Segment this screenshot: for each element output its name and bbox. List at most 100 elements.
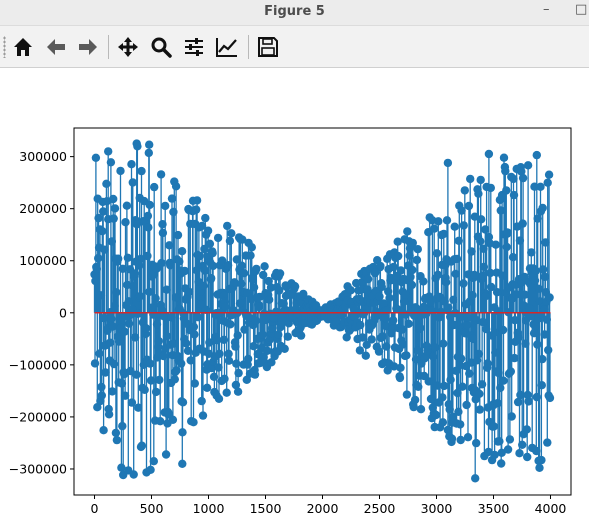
stem-marker — [477, 215, 486, 224]
stem-marker — [501, 166, 510, 176]
stem-marker — [132, 220, 142, 229]
stem-marker — [430, 224, 439, 233]
stem-marker — [478, 271, 487, 280]
stem-marker — [107, 314, 116, 324]
stem-marker — [223, 221, 232, 231]
stem-marker — [477, 380, 487, 389]
figure-canvas[interactable]: 0 500 1000 1500 2000 2500 3000 3500 4000 −300000… — [0, 68, 589, 529]
home-button[interactable] — [10, 34, 36, 60]
stem-marker — [145, 287, 154, 297]
zoom-button[interactable] — [148, 34, 174, 60]
stem-marker — [141, 324, 151, 333]
stem-marker — [91, 276, 100, 286]
stem-marker — [120, 327, 129, 336]
x-tick-label: 1000 — [193, 501, 225, 516]
edit-axis-button[interactable] — [214, 34, 240, 60]
stem-marker — [464, 201, 474, 211]
stem-marker — [266, 283, 276, 292]
stem-marker — [271, 307, 281, 316]
stem-marker — [275, 286, 284, 295]
stem-marker — [123, 253, 132, 262]
stem-marker — [523, 390, 532, 400]
stem-marker — [529, 329, 539, 338]
stem-marker — [132, 370, 141, 379]
stem-marker — [362, 340, 371, 349]
stem-marker — [117, 379, 127, 388]
stem-marker — [544, 345, 553, 355]
stem-marker — [472, 316, 481, 325]
toolbar-grip — [3, 36, 6, 58]
stem-marker — [398, 325, 407, 334]
stem-marker — [493, 399, 502, 408]
stem-marker — [402, 351, 411, 360]
stem-marker — [376, 261, 385, 271]
stem-marker — [192, 205, 201, 214]
stem-marker — [208, 261, 218, 271]
configure-subplots-button[interactable] — [181, 34, 207, 60]
stem-marker — [451, 269, 460, 279]
stem-marker — [497, 459, 506, 468]
x-tick-label: 4000 — [535, 501, 567, 516]
stem-marker — [443, 425, 453, 435]
stem-marker — [99, 207, 108, 216]
stem-marker — [107, 237, 117, 246]
stem-marker — [448, 412, 458, 422]
forward-button[interactable] — [75, 34, 101, 60]
stem-marker — [503, 445, 513, 454]
stem-marker — [426, 394, 436, 404]
stem-marker — [438, 393, 447, 402]
stem-marker — [207, 363, 216, 373]
stem-marker — [496, 206, 505, 215]
stem-marker — [433, 381, 442, 390]
stem-marker — [510, 353, 519, 363]
stem-marker — [438, 418, 448, 427]
stem-marker — [483, 359, 492, 368]
stem-marker — [275, 269, 285, 278]
minimize-button[interactable]: – — [543, 2, 550, 17]
stem-marker — [249, 342, 258, 351]
stem-marker — [425, 292, 434, 301]
stem-marker — [408, 265, 417, 275]
stem-marker — [495, 437, 504, 446]
stem-marker — [111, 428, 121, 438]
stem-marker — [389, 262, 398, 272]
stem-marker — [100, 245, 109, 254]
stem-marker — [182, 319, 192, 328]
stem-marker — [413, 346, 422, 355]
stem-marker — [377, 282, 386, 292]
stem-marker — [410, 395, 420, 405]
stem-marker — [541, 238, 550, 247]
stem-marker — [185, 287, 194, 297]
stem-marker — [151, 387, 161, 397]
stem-marker — [463, 433, 473, 442]
navigation-toolbar — [0, 26, 589, 68]
stem-marker — [167, 313, 176, 322]
stem-marker — [503, 228, 512, 237]
stem-marker — [167, 194, 177, 203]
pan-icon — [118, 37, 138, 57]
stem-marker — [532, 150, 541, 160]
stem-marker — [454, 236, 463, 245]
stem-marker — [520, 290, 530, 299]
stem-marker — [396, 363, 405, 372]
stem-marker — [246, 251, 255, 260]
maximize-button[interactable]: □ — [575, 2, 588, 17]
stem-marker — [129, 470, 138, 479]
back-button[interactable] — [43, 34, 69, 60]
stem-marker — [476, 237, 485, 246]
stem-marker — [234, 368, 243, 378]
stem-marker — [145, 359, 155, 368]
x-tick-label: 3000 — [421, 501, 453, 516]
stem-marker — [525, 304, 534, 313]
stem-marker — [379, 299, 388, 308]
stem-marker — [159, 351, 168, 361]
stem-marker — [178, 398, 188, 407]
save-button[interactable] — [255, 34, 281, 60]
stem-marker — [97, 382, 106, 392]
stem-marker — [155, 375, 164, 385]
stem-marker — [205, 338, 214, 347]
stem-marker — [407, 280, 417, 290]
stem-marker — [409, 402, 418, 412]
stem-marker — [396, 266, 406, 275]
pan-button[interactable] — [115, 34, 141, 60]
